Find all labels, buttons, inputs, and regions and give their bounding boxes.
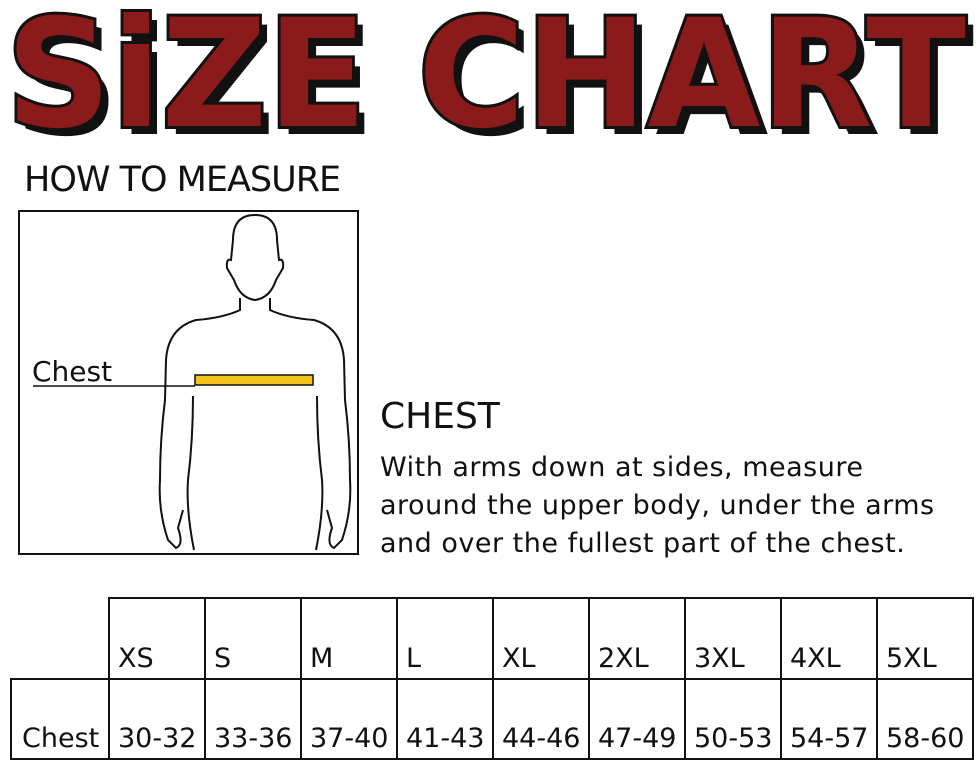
body-cell: 44-46	[492, 678, 590, 760]
title-banner: SiZE CHART SiZE CHART	[3, 0, 974, 150]
figure-label: Chest	[32, 355, 112, 388]
chest-heading: CHEST	[380, 396, 500, 437]
header-cell: XL	[492, 597, 590, 680]
header-cell: M	[300, 597, 398, 680]
header-cell: 4XL	[780, 597, 878, 680]
body-outline	[158, 213, 352, 551]
header-cell: S	[204, 597, 302, 680]
description-line: and over the fullest part of the chest.	[380, 528, 906, 559]
measure-figure: Chest	[18, 210, 359, 555]
description-line: around the upper body, under the arms	[380, 490, 935, 521]
body-cell: 33-36	[204, 678, 302, 760]
description-line: With arms down at sides, measure	[380, 452, 864, 483]
body-cell: 37-40	[300, 678, 398, 760]
header-cell: 5XL	[876, 597, 974, 680]
title-shadow: SiZE CHART	[14, 0, 974, 150]
header-cell: 2XL	[588, 597, 686, 680]
body-cell: 30-32	[108, 678, 206, 760]
body-cell: 50-53	[684, 678, 782, 760]
title: SiZE CHART	[6, 0, 966, 150]
measuring-tape	[194, 374, 314, 386]
how-to-title: HOW TO MEASURE	[24, 160, 341, 200]
body-cell: 58-60	[876, 678, 974, 760]
row-label: Chest	[10, 678, 110, 760]
header-cell: 3XL	[684, 597, 782, 680]
header-cell: XS	[108, 597, 206, 680]
body-cell: 41-43	[396, 678, 494, 760]
header-cell: L	[396, 597, 494, 680]
body-cell: 47-49	[588, 678, 686, 760]
body-cell: 54-57	[780, 678, 878, 760]
